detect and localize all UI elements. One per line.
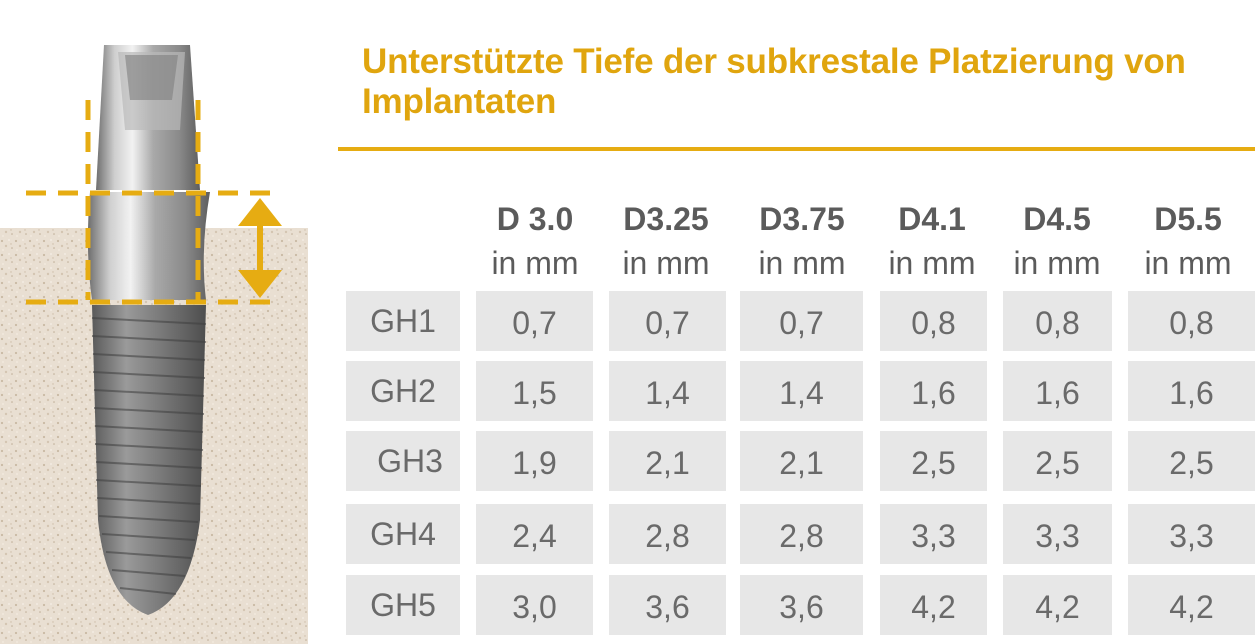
row-label: GH4 [346, 504, 460, 564]
table-cell: 3,6 [740, 575, 863, 635]
table-cell: 0,8 [880, 291, 987, 351]
table-cell: 2,4 [476, 504, 593, 564]
table-cell: 2,8 [609, 504, 726, 564]
column-header: D4.5 in mm [992, 197, 1122, 285]
column-unit: in mm [758, 245, 846, 281]
row-label: GH3 [346, 431, 460, 491]
table-cell: 1,6 [1128, 361, 1255, 421]
column-header: D4.1 in mm [867, 197, 997, 285]
table-cell: 0,7 [476, 291, 593, 351]
table-cell: 1,6 [880, 361, 987, 421]
column-header: D5.5 in mm [1123, 197, 1253, 285]
row-label: GH1 [346, 291, 460, 351]
table-cell: 3,3 [1128, 504, 1255, 564]
table-cell: 3,3 [1003, 504, 1112, 564]
row-label: GH5 [346, 575, 460, 635]
table-cell: 2,5 [1128, 431, 1255, 491]
table-cell: 0,7 [609, 291, 726, 351]
table-cell: 4,2 [1003, 575, 1112, 635]
table-cell: 4,2 [1128, 575, 1255, 635]
column-diameter: D5.5 [1154, 201, 1222, 237]
table-cell: 0,8 [1003, 291, 1112, 351]
table-cell: 2,1 [740, 431, 863, 491]
title-divider [338, 147, 1255, 151]
column-diameter: D4.1 [898, 201, 966, 237]
column-unit: in mm [1013, 245, 1101, 281]
column-unit: in mm [1144, 245, 1232, 281]
column-header: D 3.0 in mm [470, 197, 600, 285]
table-cell: 1,4 [740, 361, 863, 421]
table-cell: 0,8 [1128, 291, 1255, 351]
column-diameter: D3.75 [759, 201, 845, 237]
table-cell: 1,5 [476, 361, 593, 421]
dental-implant-icon [87, 45, 210, 615]
row-label: GH2 [346, 361, 460, 421]
table-cell: 3,3 [880, 504, 987, 564]
table-cell: 2,5 [1003, 431, 1112, 491]
table-cell: 2,1 [609, 431, 726, 491]
implant-illustration [0, 45, 308, 644]
table-cell: 2,8 [740, 504, 863, 564]
column-diameter: D4.5 [1023, 201, 1091, 237]
table-cell: 0,7 [740, 291, 863, 351]
column-unit: in mm [622, 245, 710, 281]
table-cell: 1,4 [609, 361, 726, 421]
column-unit: in mm [491, 245, 579, 281]
column-header: D3.75 in mm [737, 197, 867, 285]
table-cell: 3,0 [476, 575, 593, 635]
table-cell: 2,5 [880, 431, 987, 491]
table-cell: 1,6 [1003, 361, 1112, 421]
table-cell: 1,9 [476, 431, 593, 491]
table-cell: 4,2 [880, 575, 987, 635]
column-diameter: D3.25 [623, 201, 709, 237]
page-title: Unterstützte Tiefe der subkrestale Platz… [362, 42, 1186, 121]
column-unit: in mm [888, 245, 976, 281]
column-diameter: D 3.0 [496, 201, 574, 237]
column-header: D3.25 in mm [601, 197, 731, 285]
table-cell: 3,6 [609, 575, 726, 635]
double-arrow-icon [238, 198, 282, 298]
